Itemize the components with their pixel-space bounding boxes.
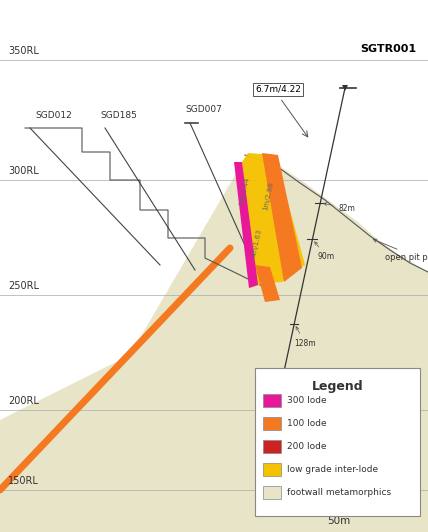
Text: SGTR001: SGTR001 — [360, 44, 416, 54]
Text: 6.7m/4.22: 6.7m/4.22 — [255, 85, 301, 94]
Bar — [263, 417, 281, 430]
Text: 82m: 82m — [324, 203, 355, 213]
Text: low grade inter-lode: low grade inter-lode — [287, 465, 378, 474]
Text: SGD007: SGD007 — [185, 105, 222, 114]
Polygon shape — [255, 265, 280, 302]
Polygon shape — [242, 153, 305, 288]
Text: 128m: 128m — [294, 327, 316, 347]
Text: footwall metamorphics: footwall metamorphics — [287, 488, 391, 497]
Text: 50m: 50m — [327, 516, 351, 526]
Polygon shape — [262, 153, 302, 282]
Text: 300RL: 300RL — [8, 166, 39, 176]
Bar — [255, 368, 420, 516]
Text: 200RL: 200RL — [8, 396, 39, 406]
Text: 4m/1.63: 4m/1.63 — [251, 228, 263, 258]
Bar — [263, 486, 281, 499]
Text: 200 lode: 200 lode — [287, 442, 327, 451]
Text: 1m/2.98: 1m/2.98 — [262, 181, 274, 211]
Text: Legend: Legend — [312, 380, 363, 393]
Text: 2m/3.44: 2m/3.44 — [239, 177, 251, 206]
Text: 250RL: 250RL — [8, 281, 39, 291]
Text: SGD185: SGD185 — [100, 111, 137, 120]
Text: 90m: 90m — [315, 242, 335, 261]
Text: open pit profile: open pit profile — [373, 239, 428, 262]
Text: 350RL: 350RL — [8, 46, 39, 56]
Text: 300 lode: 300 lode — [287, 396, 327, 405]
Polygon shape — [0, 153, 428, 532]
Polygon shape — [234, 162, 258, 288]
Bar — [263, 463, 281, 476]
Bar — [263, 394, 281, 407]
Bar — [263, 440, 281, 453]
Text: 150RL: 150RL — [8, 476, 39, 486]
Text: 100 lode: 100 lode — [287, 419, 327, 428]
Text: SGD012: SGD012 — [35, 111, 72, 120]
